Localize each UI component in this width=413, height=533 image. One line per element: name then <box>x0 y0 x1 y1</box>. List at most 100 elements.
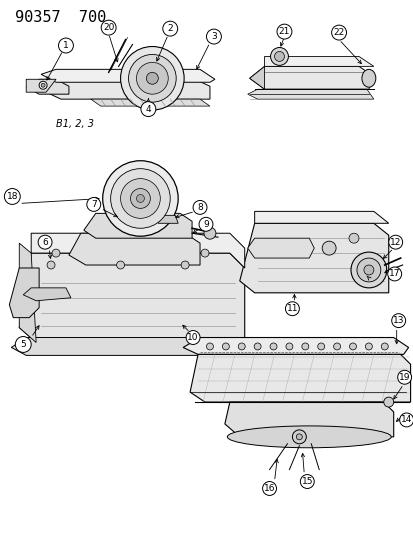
Circle shape <box>383 397 393 407</box>
Circle shape <box>254 343 261 350</box>
Circle shape <box>82 249 90 257</box>
Text: 15: 15 <box>301 477 312 486</box>
Text: 16: 16 <box>263 484 275 493</box>
Text: 14: 14 <box>400 415 411 424</box>
Circle shape <box>301 343 308 350</box>
Text: 22: 22 <box>332 28 344 37</box>
Circle shape <box>350 252 386 288</box>
Circle shape <box>58 38 73 53</box>
Circle shape <box>222 343 229 350</box>
Circle shape <box>285 302 299 316</box>
Polygon shape <box>183 337 408 354</box>
Circle shape <box>192 200 206 214</box>
Circle shape <box>136 62 168 94</box>
Circle shape <box>331 25 346 40</box>
Polygon shape <box>31 233 244 268</box>
Text: 17: 17 <box>388 270 399 278</box>
Circle shape <box>110 168 170 228</box>
Circle shape <box>292 430 306 444</box>
Ellipse shape <box>227 426 390 448</box>
Polygon shape <box>155 215 178 223</box>
Circle shape <box>162 21 177 36</box>
Polygon shape <box>11 337 239 356</box>
Circle shape <box>365 343 371 350</box>
Circle shape <box>199 217 212 231</box>
Polygon shape <box>249 67 373 89</box>
Circle shape <box>41 83 45 87</box>
Circle shape <box>130 189 150 208</box>
Circle shape <box>397 370 411 384</box>
Text: 90357  700: 90357 700 <box>15 10 106 25</box>
Circle shape <box>380 343 387 350</box>
Circle shape <box>128 54 176 102</box>
Polygon shape <box>247 238 313 258</box>
Text: B1, 2, 3: B1, 2, 3 <box>56 119 94 129</box>
Circle shape <box>136 195 144 203</box>
Circle shape <box>348 233 358 243</box>
Circle shape <box>87 197 100 212</box>
Circle shape <box>39 81 47 89</box>
Polygon shape <box>26 79 69 94</box>
Circle shape <box>299 474 313 488</box>
Circle shape <box>140 102 155 117</box>
Text: 9: 9 <box>203 220 209 229</box>
Circle shape <box>15 336 31 352</box>
Circle shape <box>363 265 373 275</box>
Text: 12: 12 <box>389 238 401 247</box>
Circle shape <box>116 261 124 269</box>
Polygon shape <box>23 288 71 301</box>
Text: 3: 3 <box>211 32 216 41</box>
Circle shape <box>270 47 288 66</box>
Circle shape <box>285 343 292 350</box>
Text: 6: 6 <box>42 238 48 247</box>
Circle shape <box>186 330 199 344</box>
Text: 13: 13 <box>392 316 404 325</box>
Polygon shape <box>9 268 39 318</box>
Circle shape <box>349 343 356 350</box>
Text: 20: 20 <box>103 23 114 32</box>
Circle shape <box>206 343 213 350</box>
Circle shape <box>204 227 216 239</box>
Text: 18: 18 <box>7 192 18 201</box>
Circle shape <box>120 179 160 219</box>
Circle shape <box>262 481 276 496</box>
Polygon shape <box>239 223 388 293</box>
Circle shape <box>356 258 380 282</box>
Polygon shape <box>69 233 199 265</box>
Circle shape <box>120 46 184 110</box>
Circle shape <box>5 189 20 205</box>
Circle shape <box>181 261 189 269</box>
Circle shape <box>171 249 179 257</box>
Text: 19: 19 <box>398 373 409 382</box>
Text: 7: 7 <box>91 200 96 209</box>
Circle shape <box>296 434 301 440</box>
Circle shape <box>141 249 149 257</box>
Polygon shape <box>247 89 373 99</box>
Polygon shape <box>19 253 244 343</box>
Text: 1: 1 <box>63 41 69 50</box>
Text: 10: 10 <box>187 333 198 342</box>
Circle shape <box>201 249 209 257</box>
Circle shape <box>101 20 116 35</box>
Circle shape <box>317 343 324 350</box>
Circle shape <box>238 343 244 350</box>
Text: 5: 5 <box>20 340 26 349</box>
Polygon shape <box>26 79 56 92</box>
Text: 4: 4 <box>145 104 151 114</box>
Polygon shape <box>83 213 192 238</box>
Polygon shape <box>90 99 209 106</box>
Polygon shape <box>249 67 264 89</box>
Circle shape <box>47 261 55 269</box>
Polygon shape <box>190 354 410 402</box>
Text: 21: 21 <box>278 27 290 36</box>
Circle shape <box>52 249 60 257</box>
Circle shape <box>274 52 284 61</box>
Circle shape <box>333 343 340 350</box>
Polygon shape <box>254 212 388 223</box>
Text: 8: 8 <box>197 203 202 212</box>
Polygon shape <box>264 56 373 67</box>
Polygon shape <box>19 243 36 343</box>
Circle shape <box>146 72 158 84</box>
Circle shape <box>276 24 291 39</box>
Polygon shape <box>41 69 214 82</box>
